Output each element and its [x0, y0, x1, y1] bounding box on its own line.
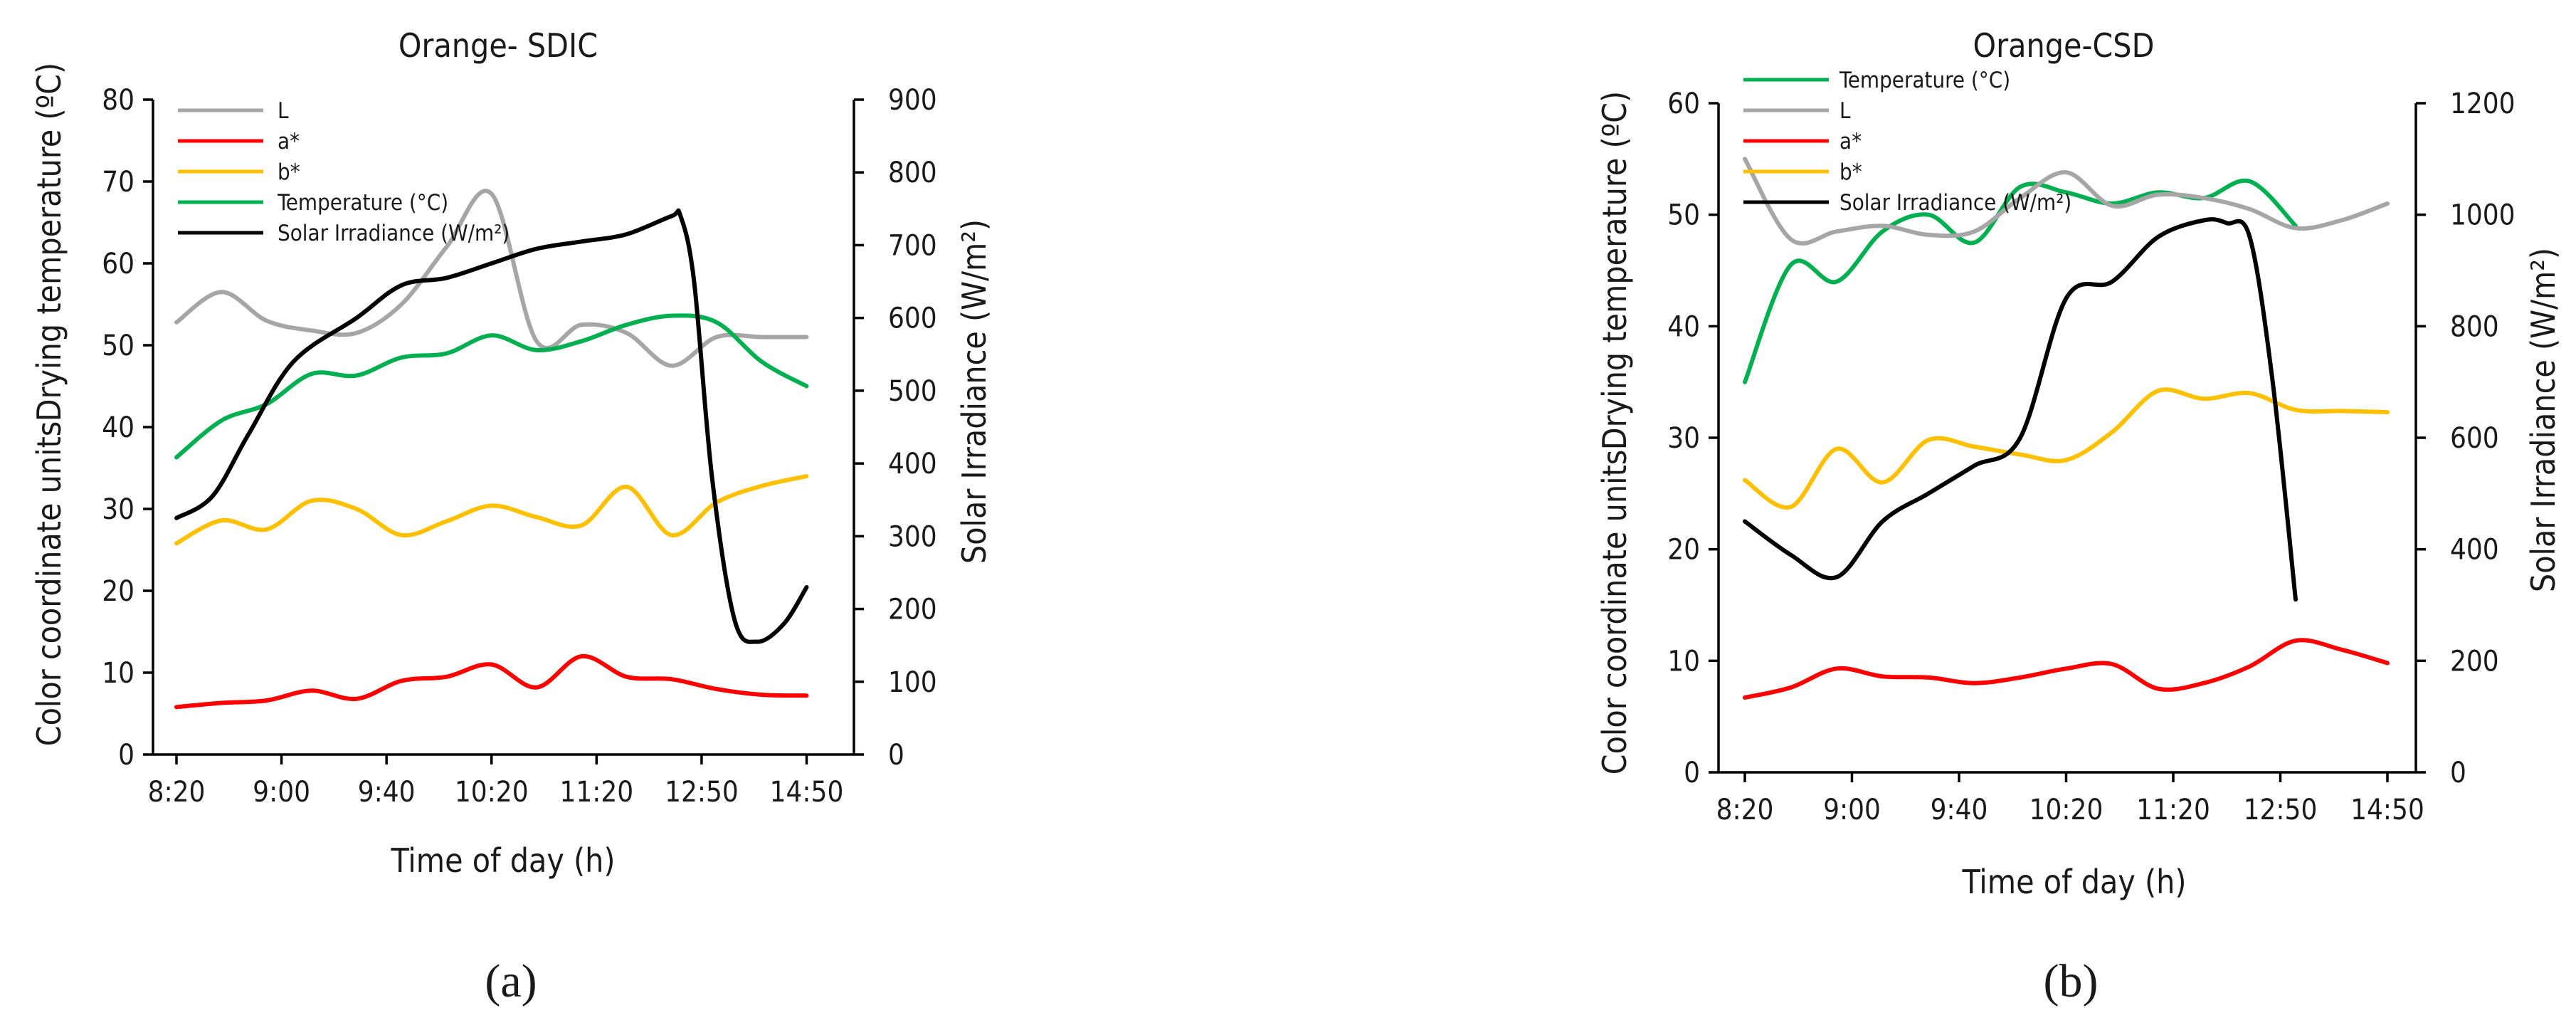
x-tick-label: 12:50 [2244, 794, 2318, 826]
y-tick-left-label: 0 [1684, 757, 1700, 789]
legend-label-a: a* [1839, 129, 1862, 154]
y-tick-right-label: 400 [2450, 534, 2499, 567]
series-line-a [1743, 638, 2390, 700]
x-ticks: 8:20 9:00 9:40 10:20 11:20 12:50 14:50 [1716, 772, 2424, 826]
x-tick-label: 11:20 [559, 776, 633, 809]
legend-label-solar: Solar Irradiance (W/m²) [278, 221, 510, 246]
series-line-temperature-c [174, 313, 809, 460]
y-tick-right-label: 600 [2450, 422, 2499, 455]
y-ticks-left: 0 10 20 30 40 50 60 70 80 [102, 84, 153, 772]
legend-label-temperature: Temperature (°C) [277, 190, 448, 216]
y-tick-left-label: 0 [118, 739, 134, 772]
y-tick-left-label: 30 [1667, 422, 1700, 455]
series-line-a [174, 653, 809, 710]
y-tick-right-label: 800 [2450, 310, 2499, 343]
series-line-solar-irradiance-w-m [174, 208, 809, 644]
x-tick-label: 8:20 [148, 776, 206, 809]
y-axis-label-drying-temperature: Drying temperature (ºC) [1595, 91, 1634, 450]
y-tick-left-label: 60 [102, 248, 134, 280]
series-line-l [174, 189, 809, 368]
y-tick-right-label: 1200 [2450, 88, 2516, 120]
series-line-b [1743, 387, 2390, 510]
y-axis-label-drying-temperature: Drying temperature (ºC) [30, 63, 68, 421]
y-axis-label-color-units: Color coordinate units [1595, 450, 1634, 775]
y-tick-right-label: 200 [2450, 645, 2499, 678]
chart-title: Orange-CSD [1973, 26, 2155, 65]
y-tick-right-label: 200 [888, 594, 937, 626]
y-tick-left-label: 10 [102, 657, 134, 690]
panel-label-b: (b) [2044, 955, 2099, 1007]
chart-orange-csd: Orange-CSD 0 10 20 30 40 50 60 0 200 400 600 800 10… [1595, 26, 2562, 901]
x-tick-label: 8:20 [1716, 794, 1774, 826]
y-tick-right-label: 0 [2450, 757, 2466, 789]
chart-orange-sdic: Orange- SDIC 0 10 20 30 40 50 60 70 80 0 100 200 30… [30, 26, 993, 880]
y-tick-left-label: 50 [102, 330, 134, 362]
series-line-solar-irradiance-w-m [1743, 217, 2298, 602]
legend-label-b: b* [278, 159, 300, 185]
x-tick-label: 14:50 [770, 776, 844, 809]
y-tick-left-label: 20 [1667, 534, 1700, 567]
y-tick-left-label: 10 [1667, 645, 1700, 678]
y-tick-right-label: 500 [888, 375, 937, 408]
x-tick-label: 9:00 [253, 776, 310, 809]
y-tick-left-label: 20 [102, 575, 134, 608]
series-line-b [174, 474, 809, 546]
x-tick-label: 10:20 [455, 776, 529, 809]
legend: L a* b* Temperature (°C) Solar Irradianc… [178, 98, 510, 246]
x-ticks: 8:20 9:00 9:40 10:20 11:20 12:50 14:50 [148, 755, 844, 809]
y-ticks-left: 0 10 20 30 40 50 60 [1667, 88, 1719, 789]
y-tick-right-label: 0 [888, 739, 904, 772]
series-line-l [1743, 157, 2390, 246]
y-tick-left-label: 30 [102, 493, 134, 526]
y-tick-left-label: 40 [1667, 310, 1700, 343]
y-ticks-right: 0 100 200 300 400 500 600 700 800 900 [854, 84, 937, 772]
x-tick-label: 9:00 [1823, 794, 1881, 826]
y-tick-right-label: 800 [888, 157, 937, 189]
legend-label-b: b* [1839, 159, 1862, 185]
y-axis-label-solar-irradiance: Solar Irradiance (W/m²) [2524, 248, 2562, 592]
y-tick-right-label: 300 [888, 520, 937, 553]
x-tick-label: 11:20 [2136, 794, 2210, 826]
y-tick-left-label: 80 [102, 84, 134, 117]
x-tick-label: 14:50 [2350, 794, 2424, 826]
y-axis-label-color-units: Color coordinate units [30, 421, 68, 747]
y-tick-right-label: 1000 [2450, 199, 2516, 232]
y-axis-label-solar-irradiance: Solar Irradiance (W/m²) [955, 219, 993, 564]
legend-label-l: L [278, 98, 289, 124]
y-tick-right-label: 700 [888, 229, 937, 262]
x-axis-label: Time of day (h) [1961, 863, 2186, 901]
panel-label-a: (a) [485, 955, 537, 1007]
x-axis-label: Time of day (h) [390, 841, 615, 880]
legend-label-temperature: Temperature (°C) [1839, 68, 2010, 93]
y-tick-left-label: 40 [102, 411, 134, 444]
y-tick-left-label: 70 [102, 166, 134, 199]
x-tick-label: 9:40 [358, 776, 416, 809]
chart-title: Orange- SDIC [398, 26, 598, 65]
y-tick-right-label: 400 [888, 448, 937, 480]
y-tick-left-label: 50 [1667, 199, 1700, 232]
x-tick-label: 12:50 [665, 776, 739, 809]
y-ticks-right: 0 200 400 600 800 1000 1200 [2416, 88, 2516, 789]
y-tick-right-label: 100 [888, 666, 937, 699]
y-tick-right-label: 900 [888, 84, 937, 117]
series-group [174, 189, 809, 710]
legend-label-a: a* [278, 129, 300, 154]
y-tick-left-label: 60 [1667, 88, 1700, 120]
series-group [1743, 157, 2390, 700]
legend-label-l: L [1839, 98, 1851, 124]
x-tick-label: 10:20 [2029, 794, 2103, 826]
x-tick-label: 9:40 [1931, 794, 1988, 826]
legend-label-solar: Solar Irradiance (W/m²) [1839, 190, 2071, 216]
legend: Temperature (°C) L a* b* Solar Irradianc… [1743, 68, 2071, 216]
y-tick-right-label: 600 [888, 303, 937, 335]
